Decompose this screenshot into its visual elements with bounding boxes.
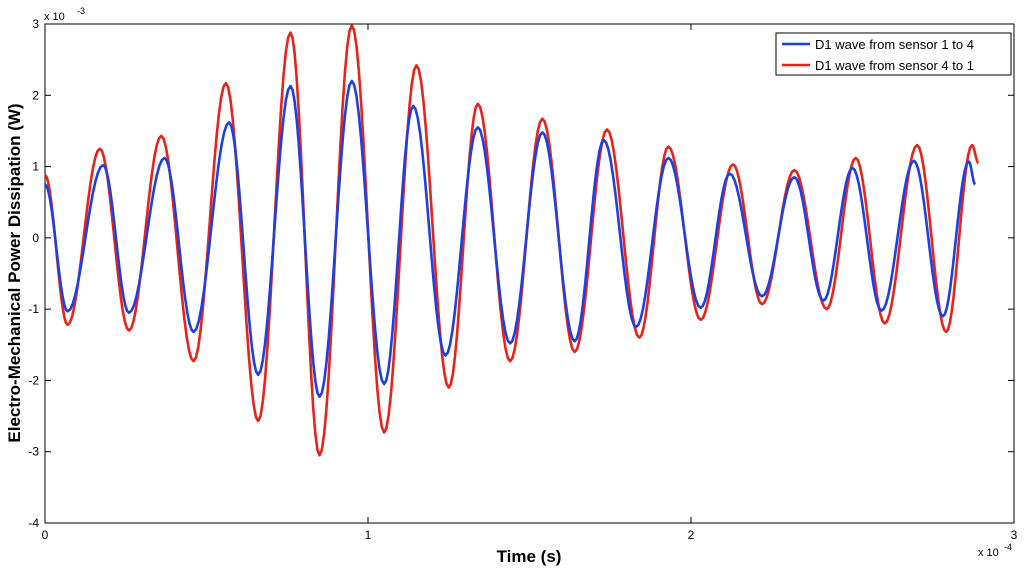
x-axis-multiplier: x 10 -4	[978, 542, 1012, 559]
x-tick-label: 3	[1011, 528, 1018, 542]
y-tick-label: 0	[32, 231, 39, 245]
plot-frame	[44, 23, 1015, 524]
series-layer	[44, 24, 980, 457]
legend: D1 wave from sensor 1 to 4 D1 wave from …	[775, 32, 1012, 76]
legend-label-sensor-4-to-1: D1 wave from sensor 4 to 1	[815, 58, 974, 73]
legend-label-sensor-1-to-4: D1 wave from sensor 1 to 4	[815, 37, 974, 52]
plot-area: 0 1 2 3 -4 -3 -2 -1 0 1 2 3	[28, 17, 1017, 542]
y-multiplier-exponent: -3	[77, 6, 85, 16]
x-axis-label: Time (s)	[497, 547, 562, 566]
x-tick-label: 0	[42, 528, 49, 542]
y-axis-multiplier: x 10 -3	[44, 6, 85, 23]
x-multiplier-base: x 10	[978, 547, 999, 559]
y-tick-label: -4	[28, 516, 39, 530]
y-tick-label: 1	[32, 160, 39, 174]
x-tick-label: 1	[365, 528, 372, 542]
y-tick-label: 2	[32, 88, 39, 102]
series-line-sensor-1-to-4	[44, 79, 977, 399]
y-tick-label: -3	[28, 445, 39, 459]
y-multiplier-base: x 10	[44, 11, 65, 23]
x-tick-label: 2	[688, 528, 695, 542]
y-tick-label: -1	[28, 302, 39, 316]
y-tick-label: 3	[32, 17, 39, 31]
legend-box	[775, 32, 1012, 76]
y-axis-label: Electro-Mechanical Power Dissipation (W)	[5, 103, 24, 442]
tick-layer: 0 1 2 3 -4 -3 -2 -1 0 1 2 3	[28, 17, 1017, 542]
x-multiplier-exponent: -4	[1004, 542, 1012, 552]
y-tick-label: -2	[28, 373, 39, 387]
